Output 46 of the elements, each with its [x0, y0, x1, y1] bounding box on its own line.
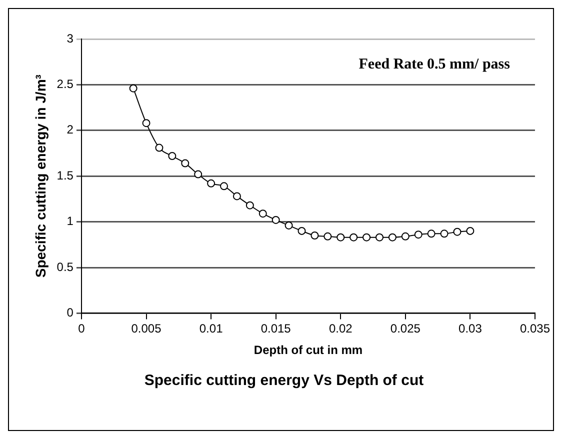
point	[258, 210, 267, 218]
point	[142, 119, 150, 128]
y-tick-label: 1.5	[56, 168, 74, 182]
point	[272, 216, 280, 224]
point	[207, 179, 216, 188]
y-tick-label: 2	[66, 122, 74, 137]
x-tick-label: 0	[78, 322, 86, 336]
y-tick-label: 3	[66, 31, 74, 46]
point	[284, 221, 293, 230]
point	[453, 228, 462, 236]
point	[129, 84, 138, 92]
point	[466, 226, 474, 235]
point	[350, 233, 358, 242]
point	[155, 144, 164, 152]
annotation: Feed Rate 0.5 mm/ pass	[358, 56, 510, 72]
x-axis-title: Depth of cut in mm	[254, 343, 363, 358]
x-tick-label: 0.035	[520, 322, 550, 336]
point	[388, 233, 396, 242]
point	[401, 232, 410, 240]
point	[232, 192, 241, 200]
x-tick-label: 0.025	[390, 322, 421, 336]
point	[298, 226, 306, 235]
point	[376, 233, 384, 242]
text: Specific cutting energy Vs Depth of cut	[144, 372, 424, 390]
y-tick-label: 0	[66, 306, 74, 320]
x-tick-label: 0.02	[328, 322, 353, 336]
y-axis-title: Specific cutting energy in J/m³	[32, 74, 48, 278]
y-tick-label: 1	[66, 214, 74, 228]
point	[362, 233, 371, 242]
point	[336, 233, 345, 242]
point	[414, 230, 422, 239]
point	[220, 182, 228, 190]
point	[310, 232, 319, 240]
point	[168, 152, 176, 160]
x-tick-label: 0.005	[131, 322, 162, 336]
y-tick-label: 2.5	[56, 77, 74, 92]
point	[427, 230, 436, 238]
x-tick-label: 0.01	[199, 322, 224, 336]
point	[194, 170, 202, 178]
y-tick-label: 0.5	[56, 260, 74, 274]
point	[324, 232, 332, 240]
point	[181, 159, 190, 168]
point	[246, 201, 254, 210]
x-tick-label: 0.03	[458, 322, 482, 336]
x-tick-label: 0.015	[260, 322, 292, 336]
point	[440, 230, 448, 238]
